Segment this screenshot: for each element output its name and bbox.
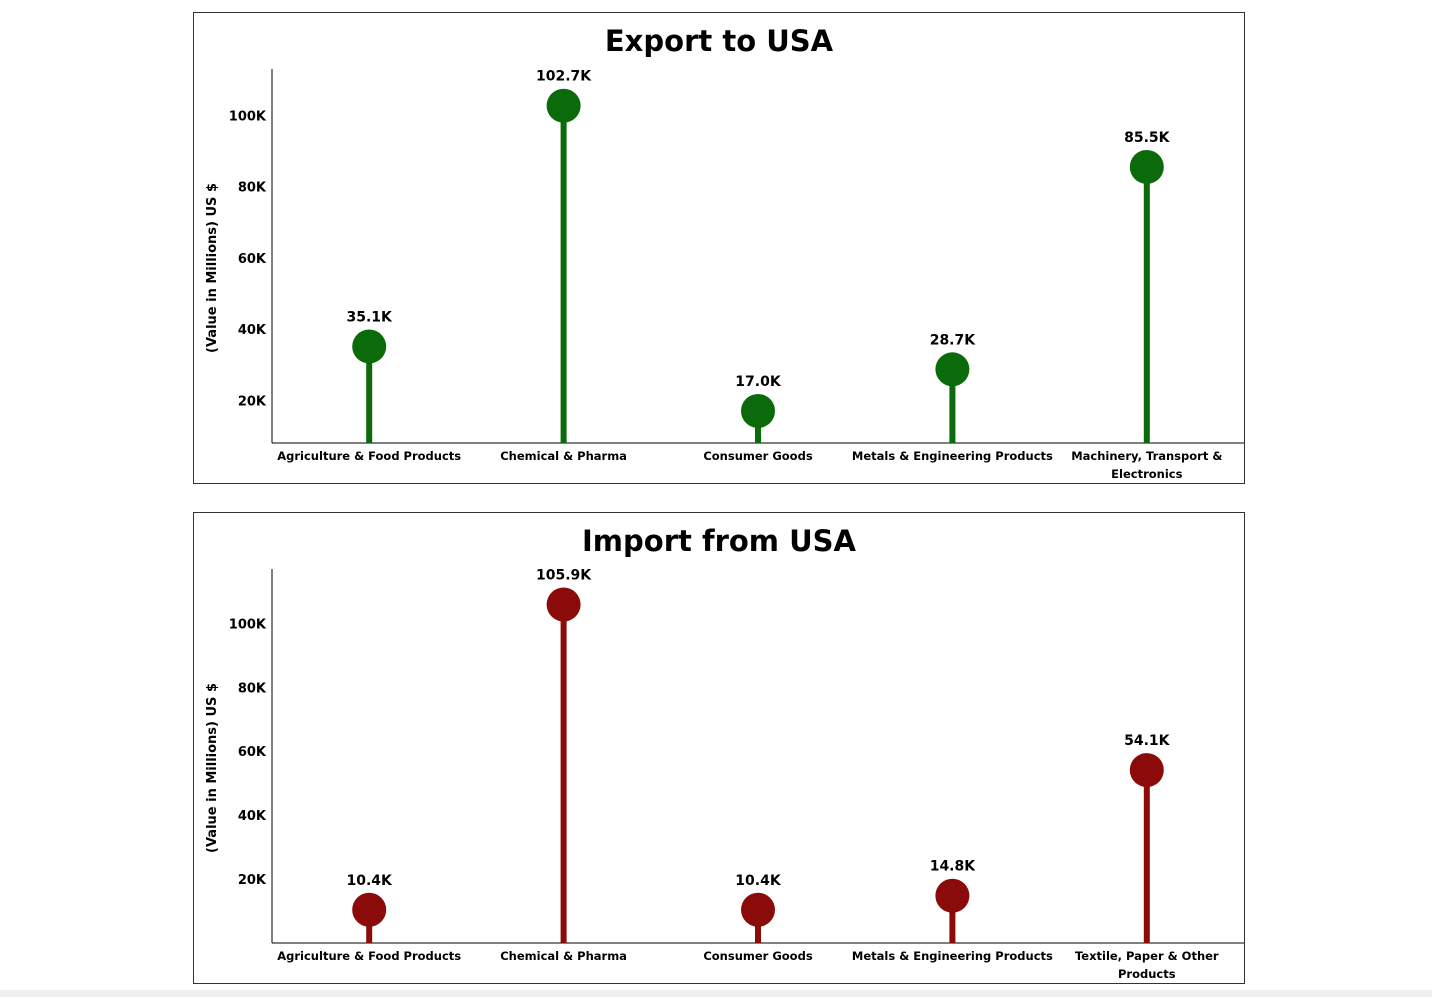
x-category-label: Machinery, Transport & (1071, 449, 1222, 463)
data-label: 54.1K (1124, 733, 1171, 749)
data-label: 105.9K (536, 567, 592, 583)
x-category-label: Textile, Paper & Other (1075, 949, 1219, 963)
lollipop-point (546, 88, 581, 123)
lollipop-point (1129, 753, 1164, 788)
x-category-label: Consumer Goods (703, 949, 812, 963)
y-tick-label: 40K (238, 809, 267, 824)
data-label: 102.7K (536, 69, 592, 85)
bottom-strip (0, 990, 1432, 997)
lollipop-point (352, 892, 387, 927)
x-category-label: Chemical & Pharma (500, 449, 627, 463)
x-category-label: Metals & Engineering Products (852, 449, 1053, 463)
y-axis-label: (Value in Millions) US $ (205, 183, 220, 353)
lollipop-point (741, 892, 775, 927)
y-tick-label: 60K (238, 745, 267, 760)
y-tick-label: 80K (238, 181, 267, 196)
lollipop-point (935, 878, 970, 913)
y-tick-label: 40K (238, 323, 267, 338)
data-label: 35.1K (347, 309, 394, 325)
y-tick-label: 20K (238, 873, 267, 888)
y-tick-label: 100K (229, 617, 267, 632)
data-label: 85.5K (1124, 130, 1171, 146)
data-label: 10.4K (347, 873, 394, 889)
chart-title: Import from USA (582, 524, 857, 558)
y-tick-label: 60K (238, 252, 267, 267)
data-label: 17.0K (735, 374, 782, 390)
import-chart-panel: Import from USA (Value in Millions) US $… (193, 512, 1245, 984)
import-chart-svg: Import from USA (Value in Millions) US $… (205, 524, 1244, 981)
x-category-label: Chemical & Pharma (500, 949, 627, 963)
y-tick-label: 80K (238, 681, 267, 696)
y-axis-label: (Value in Millions) US $ (205, 683, 220, 853)
lollipop-point (935, 352, 970, 387)
y-tick-label: 20K (238, 394, 267, 409)
y-tick-label: 100K (229, 109, 267, 124)
x-category-label: Metals & Engineering Products (852, 949, 1053, 963)
chart-title: Export to USA (605, 24, 834, 58)
export-chart-panel: Export to USA (Value in Millions) US $ 2… (193, 12, 1245, 484)
x-category-label: Consumer Goods (703, 449, 812, 463)
export-chart-svg: Export to USA (Value in Millions) US $ 2… (205, 24, 1244, 481)
lollipop-point (352, 329, 387, 364)
x-category-label: Products (1118, 967, 1176, 981)
lollipop-point (741, 393, 775, 428)
x-category-label: Agriculture & Food Products (277, 449, 461, 463)
x-category-label: Agriculture & Food Products (277, 949, 461, 963)
data-label: 14.8K (930, 859, 977, 875)
lollipop-point (1129, 149, 1164, 184)
data-label: 28.7K (930, 332, 977, 348)
data-label: 10.4K (735, 873, 782, 889)
lollipop-point (546, 587, 581, 622)
x-category-label: Electronics (1111, 467, 1182, 481)
